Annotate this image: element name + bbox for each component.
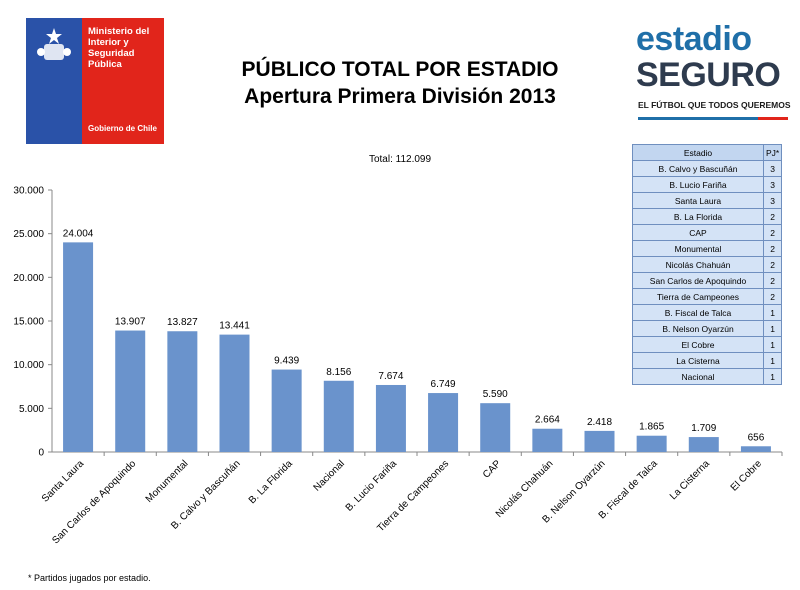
y-tick-label: 30.000 (13, 186, 44, 197)
gov-logo-red-strip (82, 140, 164, 144)
table-cell-pj: 1 (762, 368, 783, 385)
table-cell-pj: 1 (762, 352, 783, 369)
bar (115, 330, 146, 452)
bar-value-label: 13.827 (167, 317, 198, 328)
table-header-estadio: Estadio (632, 144, 764, 161)
bar-value-label: 1.709 (691, 423, 716, 434)
table-cell-pj: 3 (762, 176, 783, 193)
table-header-row: Estadio PJ* (632, 144, 783, 161)
bar (480, 403, 511, 452)
bar (532, 428, 563, 452)
table-row: B. Nelson Oyarzún 1 (632, 320, 783, 337)
brand-underline-red (758, 117, 788, 120)
table-row: B. La Florida 2 (632, 208, 783, 225)
x-tick-label: B. Fiscal de Talca (597, 458, 660, 521)
bar (740, 446, 771, 452)
x-tick-label: Santa Laura (40, 458, 87, 505)
bar-value-label: 8.156 (326, 367, 351, 378)
bar-value-label: 24.004 (63, 228, 94, 239)
estadio-seguro-logo: estadio SEGURO EL FÚTBOL QUE TODOS QUERE… (630, 20, 791, 126)
bar-value-label: 13.907 (115, 317, 146, 328)
y-tick-label: 10.000 (13, 360, 44, 371)
table-cell-pj: 3 (762, 160, 783, 177)
bar (688, 437, 719, 452)
bar-value-label: 9.439 (274, 356, 299, 367)
table-header-pj: PJ* (762, 144, 783, 161)
y-tick-label: 20.000 (13, 273, 44, 284)
y-tick-label: 0 (38, 448, 44, 459)
bar (323, 380, 354, 452)
bar-value-label: 5.590 (483, 389, 508, 400)
bar-value-label: 6.749 (431, 379, 456, 390)
y-tick-label: 25.000 (13, 229, 44, 240)
table-row: CAP 2 (632, 224, 783, 241)
chile-crest-icon (37, 28, 71, 60)
brand-line-2: SEGURO (636, 56, 781, 94)
bar (219, 334, 250, 452)
page-title: PÚBLICO TOTAL POR ESTADIO Apertura Prime… (180, 56, 620, 110)
bar (636, 435, 667, 452)
ministry-name: Ministerio del Interior y Seguridad Públ… (88, 26, 150, 70)
bar (271, 369, 302, 452)
bar (428, 393, 459, 452)
y-tick-label: 15.000 (13, 317, 44, 328)
table-row: La Cisterna 1 (632, 352, 783, 369)
footnote: * Partidos jugados por estadio. (28, 573, 151, 583)
gov-logo: Ministerio del Interior y Seguridad Públ… (26, 18, 164, 140)
bar (375, 384, 406, 452)
x-tick-label: CAP (481, 458, 504, 481)
y-tick-label: 5.000 (19, 404, 44, 415)
bar-value-label: 656 (748, 432, 765, 443)
gov-logo-blue-strip (26, 140, 82, 144)
table-row: Nacional 1 (632, 368, 783, 385)
title-line-1: PÚBLICO TOTAL POR ESTADIO (241, 58, 559, 81)
bar-value-label: 7.674 (378, 371, 403, 382)
table-row: Tierra de Campeones 2 (632, 288, 783, 305)
bar-value-label: 1.865 (639, 422, 664, 433)
bar-value-label: 2.664 (535, 415, 560, 426)
x-tick-label: El Cobre (729, 458, 765, 494)
x-tick-label: B. La Florida (247, 458, 295, 506)
x-tick-label: San Carlos de Apoquindo (50, 458, 138, 546)
bar-chart: 0 5.000 10.000 15.000 20.000 25.000 30.000 24.0… (13, 186, 783, 546)
gov-logo-red-panel: Ministerio del Interior y Seguridad Públ… (82, 18, 164, 140)
brand-underline-blue (638, 117, 758, 120)
matches-table: Estadio PJ* B. Calvo y Bascuñán 3 B. Lucio… (632, 144, 783, 385)
table-row: El Cobre 1 (632, 336, 783, 353)
table-cell-pj: 2 (762, 256, 783, 273)
x-tick-label: Nacional (312, 458, 347, 493)
x-tick-label: Monumental (144, 458, 191, 505)
bar-value-label: 2.418 (587, 417, 612, 428)
bar (63, 242, 94, 452)
total-label: Total: 112.099 (368, 154, 432, 165)
title-line-2: Apertura Primera División 2013 (244, 85, 556, 108)
bar-value-label: 13.441 (219, 321, 250, 332)
x-tick-label: B. Lucio Fariña (344, 458, 400, 514)
bar (584, 430, 615, 452)
brand-line-1: estadio (636, 20, 752, 58)
table-cell-pj: 2 (762, 288, 783, 305)
x-tick-label: La Cisterna (668, 458, 712, 502)
brand-tagline: EL FÚTBOL QUE TODOS QUEREMOS (638, 100, 791, 110)
bar (167, 331, 198, 452)
gov-logo-blue-panel (26, 18, 82, 140)
gobierno-label: Gobierno de Chile (88, 124, 157, 133)
